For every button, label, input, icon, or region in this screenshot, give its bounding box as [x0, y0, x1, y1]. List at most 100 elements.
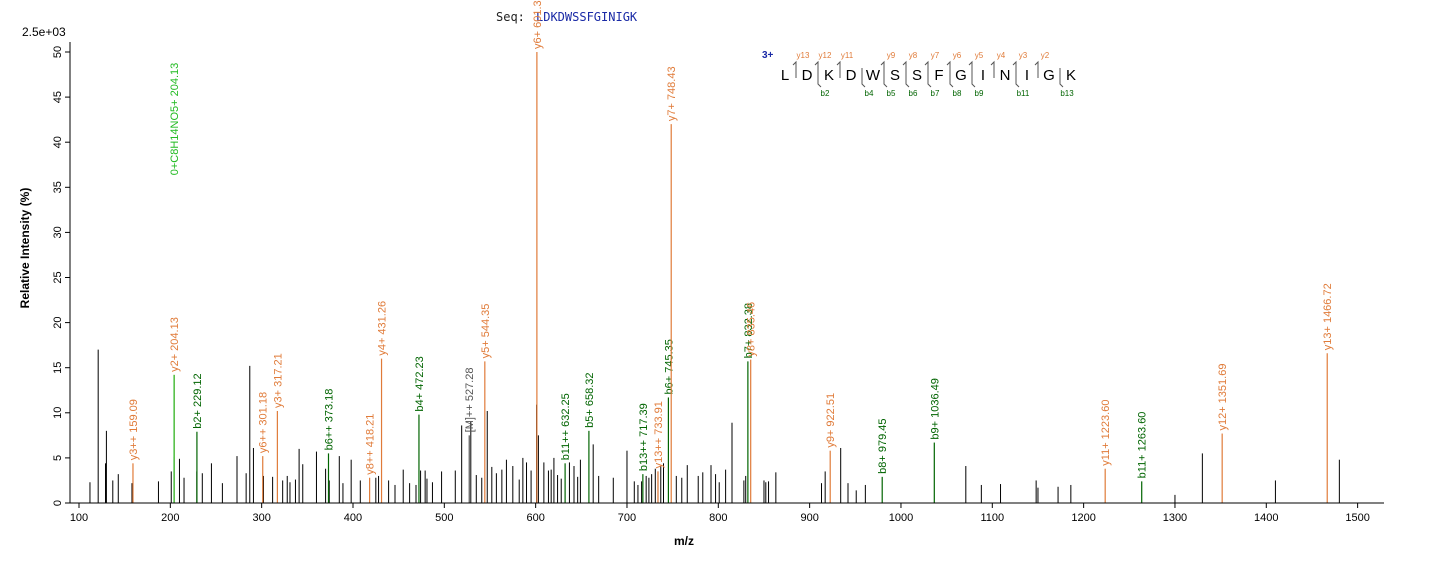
x-tick-label: 1000: [889, 512, 913, 524]
b-fragment-mark: [817, 68, 822, 88]
peak-label: y4+ 431.26: [377, 301, 389, 356]
y-fragment-mark: [792, 60, 797, 78]
peak-label: b9+ 1036.49: [929, 378, 941, 439]
b-fragment-label: b13: [1060, 89, 1074, 98]
b-fragment-mark: [883, 68, 888, 88]
y-tick-label: 25: [52, 271, 64, 283]
peak-label: y12+ 1351.69: [1217, 364, 1229, 431]
b-fragment-label: b5: [887, 89, 896, 98]
peak-label: [M]++ 527.28: [464, 368, 476, 433]
y-axis-label: Relative Intensity (%): [18, 188, 32, 309]
y-tick-label: 40: [52, 136, 64, 148]
peak-label: y8++ 418.21: [365, 414, 377, 475]
y-fragment-label: y8: [909, 51, 918, 60]
peak-label: y5+ 544.35: [480, 304, 492, 359]
y-fragment-label: y5: [975, 51, 984, 60]
y-fragment-label: y3: [1019, 51, 1028, 60]
x-tick-label: 1500: [1345, 512, 1369, 524]
peak-label: b8+ 979.45: [877, 418, 889, 473]
peak-label: y6+ 601.36: [532, 0, 544, 49]
peak-label: y11+ 1223.60: [1100, 400, 1112, 466]
x-tick-label: 1300: [1163, 512, 1187, 524]
y-fragment-label: y13: [797, 51, 810, 60]
sequence-residue: I: [1025, 67, 1029, 84]
peak-label: b2+ 229.12: [192, 373, 204, 428]
b-fragment-mark: [1015, 68, 1020, 88]
b-fragment-label: b9: [975, 89, 984, 98]
sequence-residue: I: [981, 67, 985, 84]
b-fragment-mark: [971, 68, 976, 88]
sequence-residue: S: [890, 67, 900, 84]
x-tick-label: 1400: [1254, 512, 1278, 524]
b-fragment-label: b7: [931, 89, 940, 98]
b-fragment-mark: [1059, 68, 1064, 88]
y-fragment-mark: [836, 60, 841, 78]
peak-label: b13++ 717.39: [638, 403, 650, 471]
sequence-residue: N: [1000, 67, 1011, 84]
sequence-residue: D: [802, 67, 813, 84]
b-fragment-label: b2: [821, 89, 830, 98]
y-tick-label: 10: [52, 407, 64, 419]
sequence-residue: S: [912, 67, 922, 84]
y-fragment-mark: [990, 60, 995, 78]
peak-label: b5+ 658.32: [584, 372, 596, 427]
y-fragment-label: y2: [1041, 51, 1050, 60]
y-fragment-label: y7: [931, 51, 940, 60]
y-fragment-mark: [1034, 60, 1039, 78]
peak-label: y3++ 159.09: [128, 399, 140, 460]
b-fragment-label: b6: [909, 89, 918, 98]
y-tick-label: 5: [52, 455, 64, 461]
x-tick-label: 900: [800, 512, 818, 524]
y-fragment-label: y6: [953, 51, 962, 60]
peak-label: y9+ 922.51: [825, 393, 837, 448]
y-fragment-label: y11: [841, 51, 854, 60]
b-fragment-label: b11: [1017, 89, 1030, 98]
peak-label: y3+ 317.21: [272, 353, 284, 408]
seq-value: LDKDWSSFGINIGK: [536, 10, 638, 24]
x-tick-label: 800: [709, 512, 727, 524]
b-fragment-label: b4: [865, 89, 874, 98]
peak-label: b6+ 745.35: [663, 339, 675, 394]
intensity-scale-label: 2.5e+03: [22, 25, 66, 39]
y-fragment-label: y4: [997, 51, 1006, 60]
sequence-residue: F: [934, 67, 943, 84]
peak-label: y7+ 748.43: [666, 66, 678, 121]
charge-state-label: 3+: [762, 50, 774, 61]
x-tick-label: 300: [252, 512, 270, 524]
peak-layer: y3++ 159.09 y2+ 204.13 0+C8H14NO5+ 204.13 b…: [89, 0, 1340, 503]
b-fragment-mark: [949, 68, 954, 88]
b-fragment-label: b8: [953, 89, 962, 98]
sequence-residue: K: [1066, 67, 1076, 84]
y-tick-label: 20: [52, 316, 64, 328]
peak-label: 0+C8H14NO5+ 204.13: [169, 63, 181, 176]
x-tick-label: 1100: [980, 512, 1004, 524]
x-tick-label: 600: [526, 512, 544, 524]
y-tick-label: 45: [52, 91, 64, 103]
x-tick-label: 400: [344, 512, 362, 524]
x-axis-label: m/z: [674, 534, 694, 548]
seq-label: Seq:: [496, 10, 525, 24]
y-fragment-label: y12: [819, 51, 832, 60]
peak-label: b7+ 832.38: [743, 303, 755, 358]
x-tick-label: 1200: [1071, 512, 1095, 524]
axes: 100 200 300 400 500 600 700 800 900 1000 1100 1200 1…: [52, 42, 1384, 524]
sequence-residue: L: [781, 67, 789, 84]
peak-label: b11+ 1263.60: [1137, 412, 1149, 479]
peak-label: b4+ 472.23: [414, 356, 426, 411]
x-tick-label: 200: [161, 512, 179, 524]
y-tick-label: 35: [52, 181, 64, 193]
x-tick-label: 700: [618, 512, 636, 524]
sequence-residue: K: [824, 67, 834, 84]
sequence-residue: G: [1043, 67, 1055, 84]
sequence-residue: G: [955, 67, 967, 84]
peak-label: b6++ 373.18: [323, 389, 335, 451]
peak-label: y8+ 835.46: [746, 302, 758, 357]
y-tick-label: 15: [52, 362, 64, 374]
sequence-residue: D: [846, 67, 857, 84]
peak-label: y6++ 301.18: [258, 392, 270, 453]
y-tick-label: 30: [52, 226, 64, 238]
b-fragment-mark: [905, 68, 910, 88]
peak-label: b11++ 632.25: [560, 393, 572, 460]
